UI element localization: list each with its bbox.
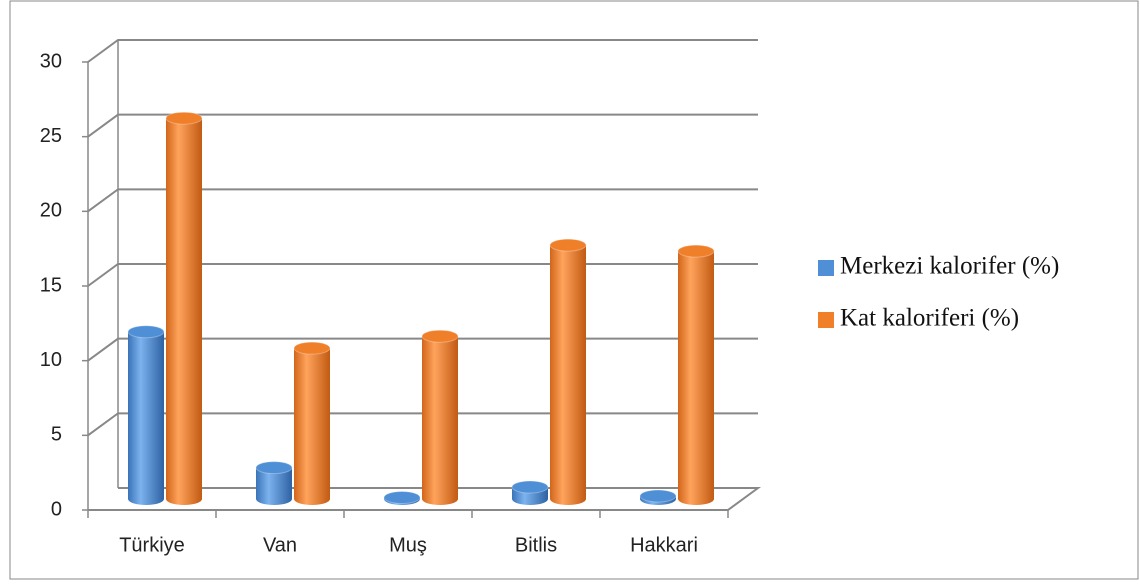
bar-top <box>255 461 293 475</box>
bar-top <box>677 244 715 258</box>
bar-top <box>511 480 549 494</box>
bar-body <box>550 245 586 499</box>
grid-line <box>87 337 758 362</box>
bar-body <box>422 336 458 499</box>
bar-top <box>383 491 421 505</box>
y-tick-label: 5 <box>51 424 62 446</box>
grid-line <box>87 412 758 437</box>
bar <box>255 461 293 505</box>
x-tick-label: Bitlis <box>515 534 557 556</box>
x-tick-label: Muş <box>389 534 427 556</box>
grid-line <box>87 263 758 287</box>
y-tick-label: 20 <box>40 200 62 222</box>
y-tick-label: 30 <box>40 50 62 72</box>
legend-label: Kat kaloriferi (%) <box>840 305 1019 332</box>
bar-body <box>678 251 714 499</box>
y-tick-label: 15 <box>40 274 62 296</box>
bar-top <box>421 329 459 343</box>
y-tick-label: 10 <box>40 349 62 371</box>
bar-body <box>166 118 202 499</box>
y-tick-label: 25 <box>40 125 62 147</box>
grid-line <box>87 39 758 63</box>
legend-label: Merkezi kalorifer (%) <box>840 253 1059 280</box>
bar-top <box>165 111 203 125</box>
bar <box>639 489 677 505</box>
grid-line <box>87 113 758 138</box>
bar <box>421 329 459 505</box>
legend-swatch <box>818 312 834 328</box>
x-tick-label: Van <box>263 534 297 556</box>
x-tick-label: Türkiye <box>119 534 185 556</box>
bar-top <box>549 238 587 252</box>
bar <box>549 238 587 505</box>
bar <box>165 111 203 505</box>
y-tick-label: 0 <box>51 498 62 520</box>
frame <box>9 0 1139 580</box>
bar-top <box>639 489 677 503</box>
grid-line <box>87 188 758 213</box>
bar <box>127 325 165 505</box>
bar <box>677 244 715 505</box>
bar-body <box>128 331 164 499</box>
legend-swatch <box>818 260 834 276</box>
bar-body <box>294 348 330 499</box>
bar-top <box>293 341 331 355</box>
x-tick-label: Hakkari <box>630 534 698 556</box>
bar <box>383 491 421 505</box>
bar <box>511 480 549 505</box>
bar <box>293 341 331 505</box>
bar-top <box>127 325 165 339</box>
